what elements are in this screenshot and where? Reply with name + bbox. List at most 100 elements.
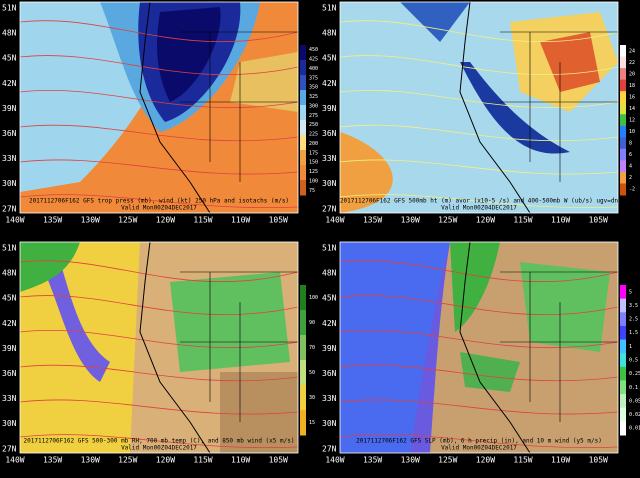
panel-valid: Valid Mon00Z04DEC2017 [441, 205, 517, 212]
contour-line [340, 55, 618, 76]
lon-label: 110W [551, 216, 570, 225]
borders [500, 31, 618, 182]
field-area [460, 62, 570, 154]
lat-label: 39N [322, 344, 337, 353]
colorbar-label: 5 [629, 289, 632, 295]
colorbar-label: 3.5 [629, 303, 638, 309]
contour-line [20, 55, 298, 76]
lon-label: 135W [43, 216, 62, 225]
colorbar-swatch [300, 165, 306, 181]
field-area [400, 2, 470, 42]
colorbar-label: 6 [629, 152, 632, 158]
lat-label: 48N [2, 269, 17, 278]
lat-label: 36N [322, 369, 337, 378]
contour-line [20, 364, 298, 382]
coastline [139, 2, 211, 213]
lat-label: 27N [2, 444, 17, 453]
map-field [340, 2, 618, 213]
colorbar-label: 275 [309, 113, 318, 119]
colorbar-label: 200 [309, 141, 318, 147]
colorbar-label: 90 [309, 320, 315, 326]
contour-line [340, 20, 618, 43]
colorbar-swatch [300, 360, 306, 386]
lon-label: 105W [269, 456, 288, 465]
contour-line [20, 399, 298, 415]
lon-label: 115W [193, 216, 212, 225]
colorbar-label: 350 [309, 85, 318, 91]
contour-line [20, 329, 298, 349]
contour-line [340, 89, 618, 109]
lat-label: 51N [322, 244, 337, 253]
map-frame [19, 241, 299, 454]
map-panel: 51N 48N 45N 42N 39N 36N 33N 30N 27N 140W 135W 130W 1… [2, 1, 318, 225]
contour-line [20, 20, 298, 43]
lat-label: 27N [322, 204, 337, 213]
borders [180, 271, 298, 422]
lat-label: 27N [322, 444, 337, 453]
colorbar-swatch [620, 285, 626, 300]
colorbar-swatch [620, 407, 626, 422]
colorbar-swatch [620, 394, 626, 409]
lon-label: 135W [363, 216, 382, 225]
colorbar-label: -2 [629, 187, 635, 193]
contour-line [340, 159, 618, 175]
colorbar-swatch [620, 45, 626, 58]
lat-label: 51N [322, 4, 337, 13]
contour-line [340, 295, 618, 316]
borders [180, 31, 298, 182]
map-frame [339, 1, 619, 214]
lat-label: 51N [2, 4, 17, 13]
lon-label: 125W [438, 456, 457, 465]
colorbar-label: 0.01 [629, 426, 640, 432]
colorbar-swatch [300, 150, 306, 166]
colorbar-swatch [620, 102, 626, 115]
lon-label: 140W [325, 456, 344, 465]
panel-valid: Valid Mon00Z04DEC2017 [121, 445, 197, 452]
map-field [340, 242, 618, 453]
colorbar-label: 14 [629, 106, 635, 112]
lat-label: 48N [2, 29, 17, 38]
lon-label: 120W [476, 216, 495, 225]
lon-label: 130W [401, 216, 420, 225]
lon-label: 125W [118, 216, 137, 225]
colorbar-label: 325 [309, 94, 318, 100]
map-panel: 51N 48N 45N 42N 39N 36N 33N 30N 27N 140W 135W 130W 1… [322, 1, 635, 225]
lon-label: 105W [589, 456, 608, 465]
coastline [139, 242, 211, 453]
colorbar-swatch [300, 90, 306, 106]
lon-label: 130W [81, 456, 100, 465]
colorbar-label: 75 [309, 188, 315, 194]
lon-label: 135W [43, 456, 62, 465]
colorbar-swatch [620, 68, 626, 81]
field-area [460, 352, 520, 392]
colorbar-label: 175 [309, 150, 318, 156]
lon-label: 110W [231, 456, 250, 465]
colorbar-swatch [620, 312, 626, 327]
colorbar-swatch [300, 335, 306, 361]
colorbar-swatch [620, 160, 626, 173]
panel-title: 2017112706F162 GFS 500-300 mb RH, 700 mb… [24, 438, 295, 445]
field-area [540, 32, 600, 92]
colorbar-swatch [620, 171, 626, 184]
colorbar-label: 300 [309, 103, 318, 109]
contour-line [20, 260, 298, 283]
map-field [20, 242, 298, 453]
colorbar-swatch [620, 56, 626, 69]
colorbar-label: 150 [309, 160, 318, 166]
lat-label: 39N [322, 104, 337, 113]
colorbar-label: 50 [309, 370, 315, 376]
map-panel: 51N 48N 45N 42N 39N 36N 33N 30N 27N 140W 135W 130W 1… [322, 241, 640, 465]
colorbar-label: 400 [309, 66, 318, 72]
borders [500, 271, 618, 422]
contour-line [20, 295, 298, 316]
colorbar-swatch [300, 410, 306, 436]
lat-label: 48N [322, 269, 337, 278]
field-area [40, 262, 110, 382]
lat-label: 33N [2, 154, 17, 163]
lat-label: 33N [322, 154, 337, 163]
lat-label: 45N [2, 294, 17, 303]
lon-label: 110W [231, 216, 250, 225]
colorbar-swatch [620, 125, 626, 138]
lon-label: 140W [5, 456, 24, 465]
